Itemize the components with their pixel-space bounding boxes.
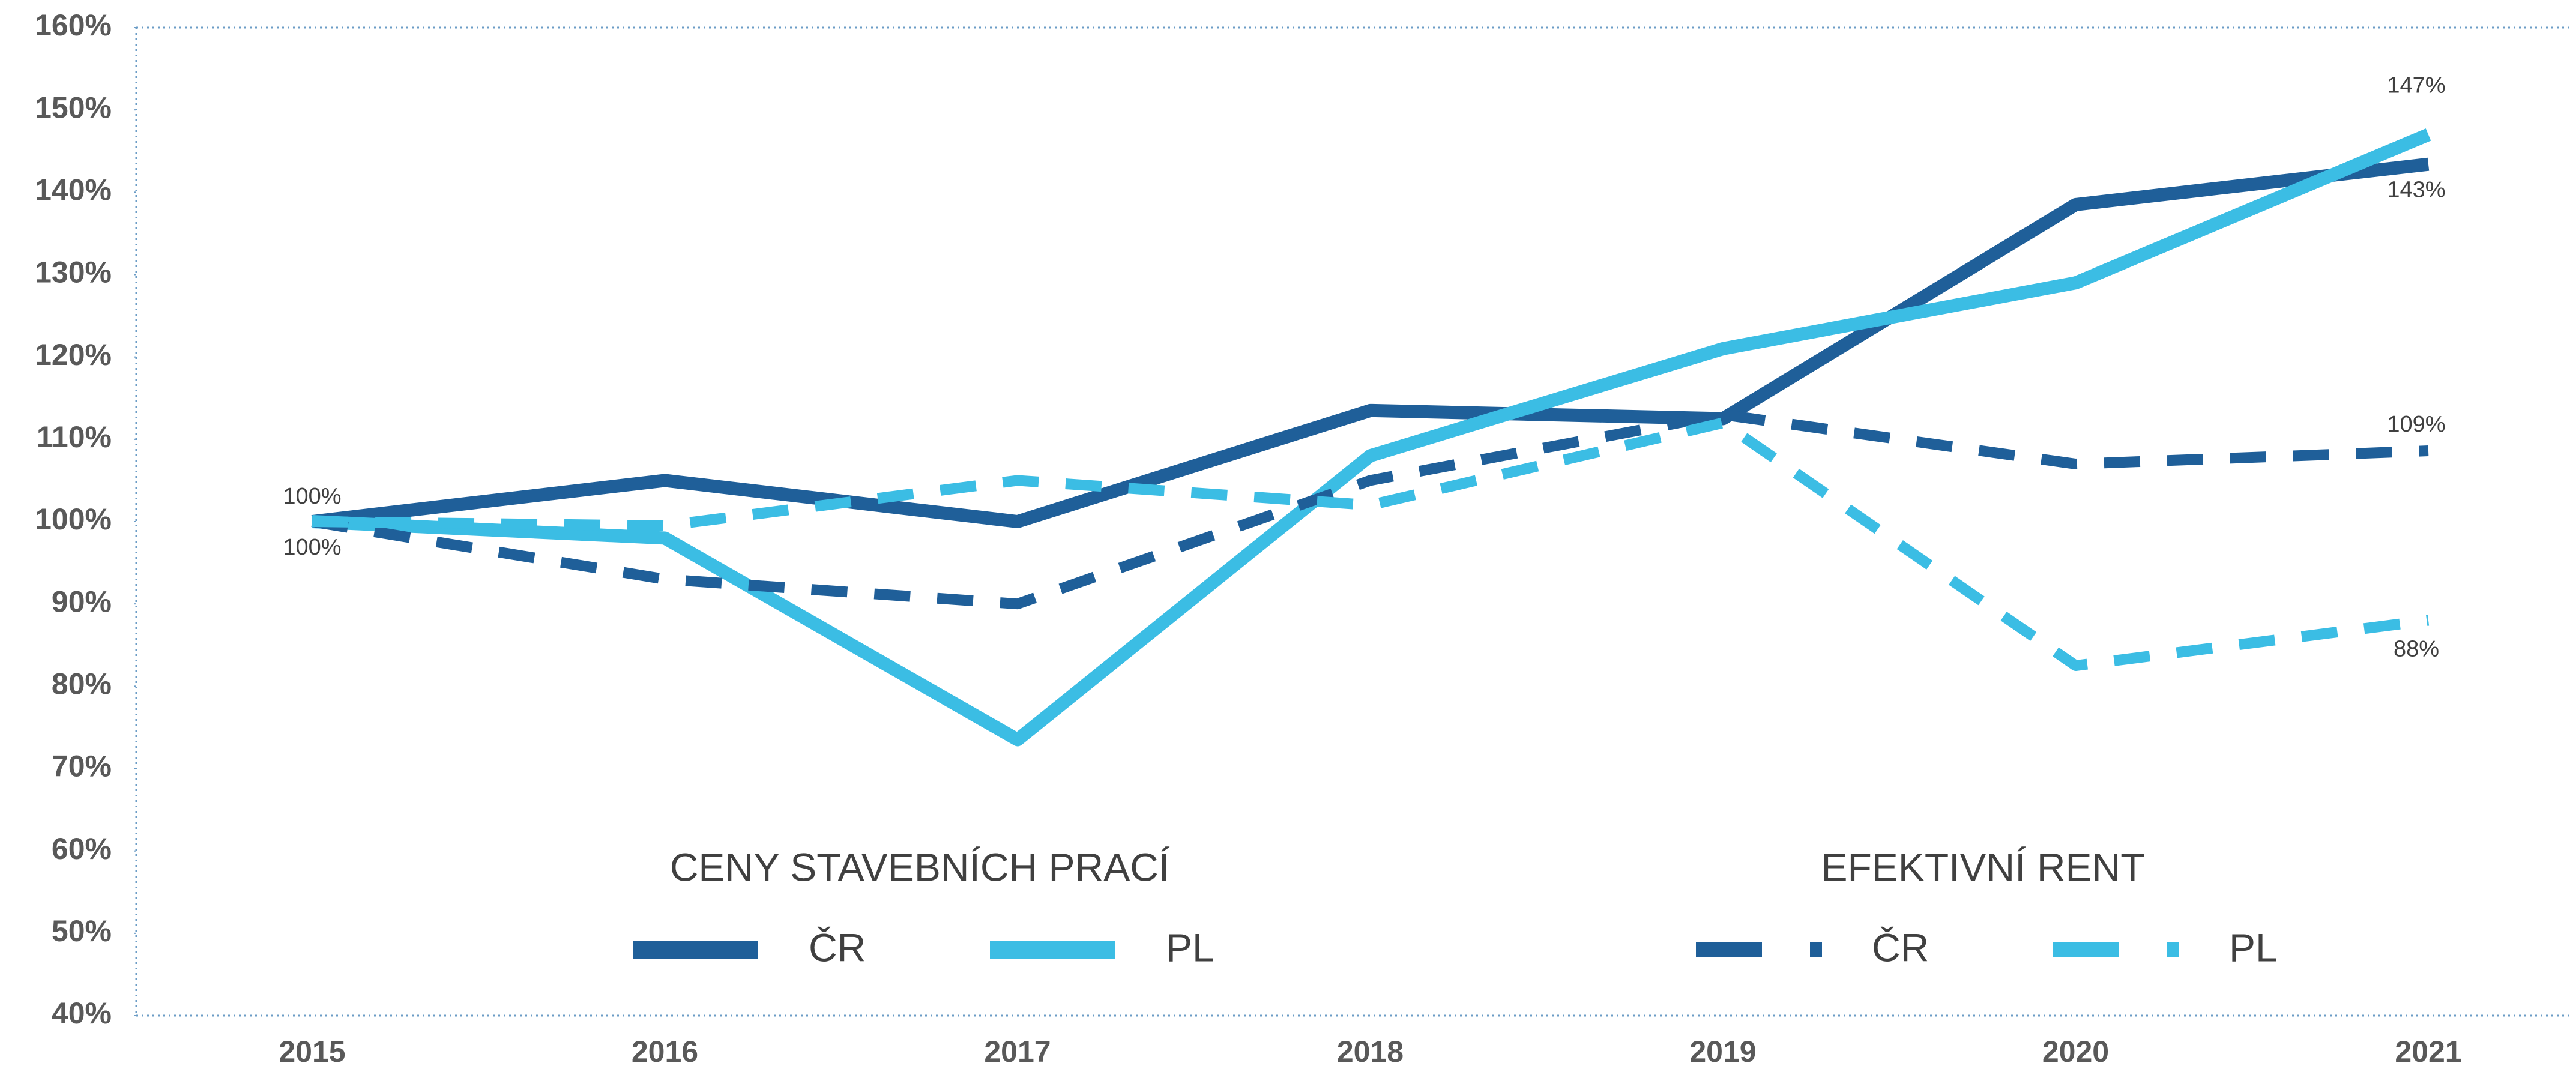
x-tick-label: 2020 — [2042, 1035, 2109, 1068]
y-tick-label: 110% — [37, 420, 112, 454]
data-label: 109% — [2387, 412, 2445, 437]
y-tick-label: 160% — [35, 8, 112, 42]
legend-label: PL — [2229, 925, 2278, 969]
y-tick-label: 60% — [52, 832, 112, 866]
legend-label: ČR — [1872, 925, 1929, 969]
x-tick-label: 2015 — [279, 1035, 345, 1068]
y-tick-label: 100% — [35, 502, 112, 536]
y-tick-label: 90% — [52, 585, 112, 618]
y-tick-label: 150% — [35, 91, 112, 124]
y-tick-label: 80% — [52, 667, 112, 701]
x-tick-label: 2019 — [1689, 1035, 1756, 1068]
series-line — [312, 417, 2430, 672]
y-tick-label: 70% — [52, 750, 112, 783]
series-line — [311, 157, 2430, 528]
legend-group-title: EFEKTIVNÍ RENT — [1821, 845, 2144, 889]
x-tick-label: 2021 — [2395, 1035, 2461, 1068]
data-label: 143% — [2387, 178, 2445, 203]
x-tick-label: 2016 — [632, 1035, 698, 1068]
y-tick-label: 140% — [35, 173, 112, 207]
data-label: 100% — [283, 484, 341, 509]
legend-group-title: CENY STAVEBNÍCH PRACÍ — [670, 845, 1170, 889]
x-tick-label: 2017 — [984, 1035, 1051, 1068]
series-line — [312, 128, 2431, 747]
legend-label: ČR — [809, 925, 866, 969]
data-label: 100% — [283, 535, 341, 560]
data-label: 147% — [2387, 73, 2445, 98]
x-tick-label: 2018 — [1337, 1035, 1404, 1068]
data-label: 88% — [2394, 637, 2439, 662]
y-tick-label: 130% — [35, 256, 112, 289]
y-tick-label: 40% — [52, 996, 112, 1030]
y-tick-label: 120% — [35, 338, 112, 372]
legend-label: PL — [1166, 925, 1214, 969]
series-line — [311, 409, 2429, 610]
y-tick-label: 50% — [52, 914, 112, 948]
